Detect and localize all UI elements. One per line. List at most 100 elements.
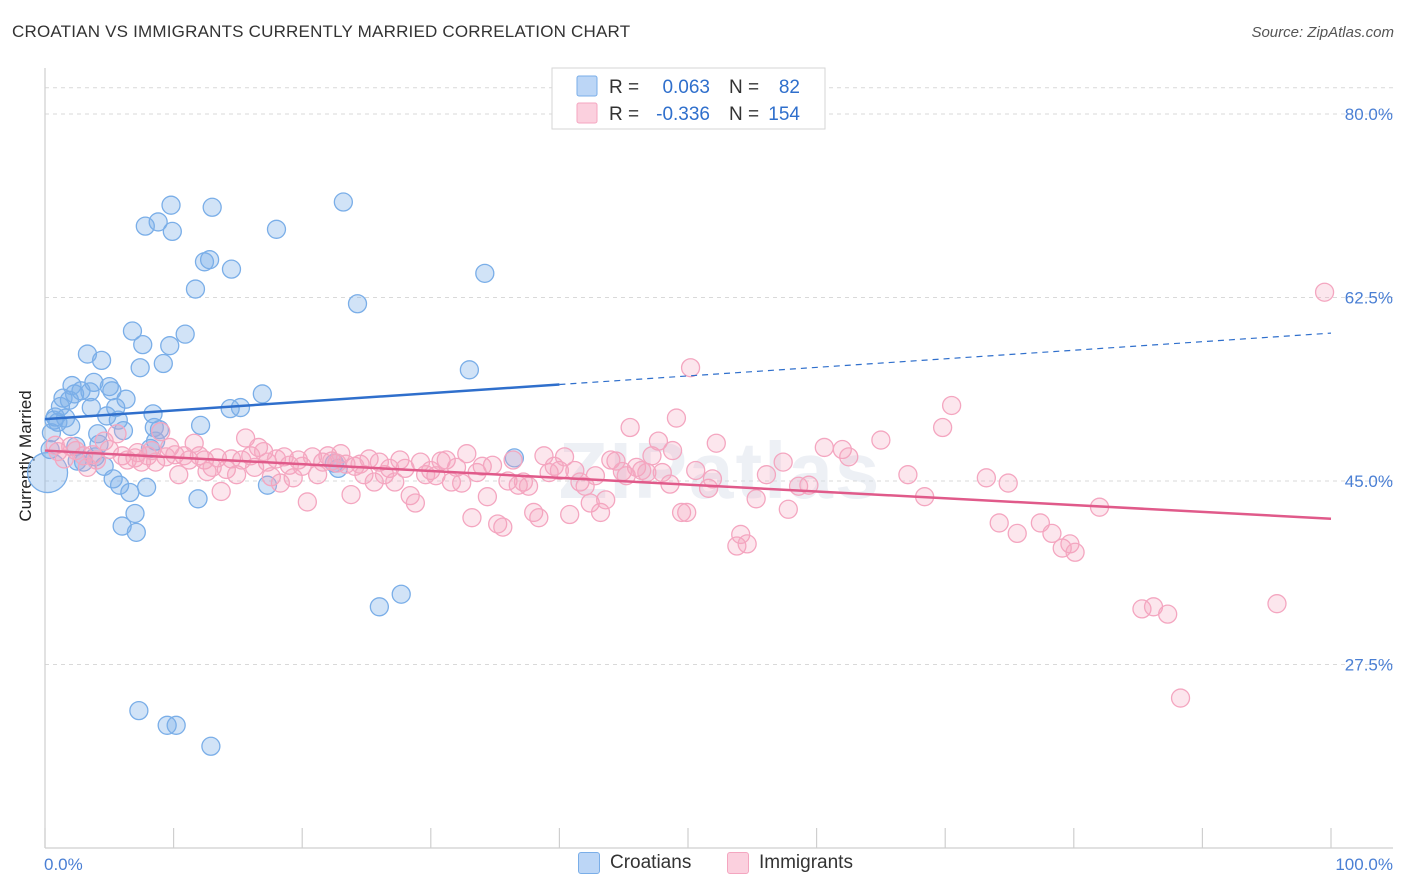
croatians-point [26, 451, 69, 494]
immigrants-point [488, 514, 508, 534]
croatians-point [459, 360, 480, 380]
x-tick-label-start: 0.0% [44, 855, 83, 874]
immigrants-point [702, 469, 723, 489]
croatians-point [129, 700, 149, 721]
croatians-point [190, 415, 211, 436]
immigrants-point [472, 456, 492, 476]
immigrants-point [503, 450, 523, 470]
croatians-point [369, 597, 390, 617]
immigrants-point [369, 452, 390, 472]
top-legend: R = 0.063 N = 82 R = -0.336 N = 154 [551, 67, 826, 130]
immigrants-point [666, 408, 687, 428]
croatians-point [220, 398, 240, 419]
immigrants-point [814, 437, 834, 458]
croatians-n-value: 82 [779, 77, 800, 98]
croatians-legend-swatch [576, 75, 598, 97]
immigrants-n-value: 154 [768, 104, 800, 125]
croatians-point [88, 424, 108, 444]
croatians-point [148, 212, 168, 232]
croatians-point [266, 219, 287, 239]
croatians-trend-extension [559, 332, 1332, 386]
croatians-trend-line [44, 383, 560, 421]
immigrants-point [524, 502, 544, 523]
immigrants-point [756, 465, 777, 485]
croatians-point [188, 489, 208, 509]
immigrants-r-label: R = [609, 104, 639, 125]
immigrants-point [211, 481, 231, 502]
croatians-point [201, 736, 221, 756]
croatians-point [161, 195, 181, 215]
immigrants-point [226, 465, 247, 485]
immigrants-point [976, 468, 997, 488]
immigrants-point [169, 465, 189, 485]
immigrants-point [989, 513, 1009, 533]
y-tick-label-0: 27.5% [1345, 655, 1393, 674]
croatians-point [61, 416, 81, 437]
immigrants-point [405, 493, 426, 513]
immigrants-point [462, 508, 482, 528]
immigrants-point [493, 517, 513, 537]
croatians-point [125, 503, 145, 524]
immigrants-point [529, 508, 549, 528]
immigrants-point [698, 478, 719, 498]
immigrants-point [620, 417, 640, 438]
immigrants-point [671, 502, 692, 523]
immigrants-swatch [727, 852, 749, 874]
immigrants-point [151, 422, 171, 442]
source-label: Source: ZipAtlas.com [1251, 24, 1394, 41]
immigrants-point [235, 428, 256, 448]
croatians-point [347, 294, 368, 314]
croatians-point [133, 334, 153, 355]
croatians-r-value: 0.063 [662, 77, 710, 98]
immigrants-point [998, 473, 1018, 493]
croatians-point [252, 384, 272, 404]
croatians-point [41, 423, 62, 443]
immigrants-trend-line [44, 449, 1332, 520]
croatians-point [136, 477, 157, 497]
croatians-point [122, 321, 143, 341]
immigrants-n-label: N = [729, 104, 759, 125]
immigrants-point [746, 489, 766, 509]
immigrants-point [662, 440, 683, 461]
immigrants-point [107, 424, 127, 444]
croatians-r-label: R = [609, 77, 639, 98]
immigrants-point [482, 455, 503, 475]
immigrants-point [706, 433, 726, 453]
immigrants-r-value: -0.336 [656, 104, 710, 125]
croatians-point [153, 353, 173, 374]
croatians-point [221, 259, 242, 279]
immigrants-point [1042, 523, 1062, 544]
immigrants-point [778, 499, 798, 519]
axes [44, 68, 1393, 849]
immigrants-point [364, 472, 384, 492]
immigrants-point [436, 450, 456, 470]
immigrants-point [297, 492, 317, 512]
legend-item-immigrants: Immigrants [727, 852, 853, 874]
immigrants-point [1132, 599, 1152, 619]
croatians-point [91, 350, 112, 371]
immigrants-point [1007, 523, 1027, 544]
immigrants-legend-swatch [576, 102, 598, 124]
x-tick-label-end: 100.0% [1335, 855, 1393, 874]
y-tick-label-3: 80.0% [1345, 105, 1393, 124]
immigrants-point [652, 462, 672, 483]
immigrants-point [585, 466, 606, 486]
immigrants-point [680, 358, 701, 378]
croatians-legend-label: Croatians [610, 852, 692, 873]
immigrants-point [457, 444, 477, 464]
immigrants-point [773, 452, 793, 472]
immigrants-point [331, 444, 351, 464]
immigrants-point [452, 473, 472, 493]
immigrants-point [1267, 594, 1287, 614]
immigrants-point [737, 534, 757, 554]
immigrants-point [1170, 688, 1191, 708]
croatians-point [130, 358, 150, 378]
trend-lines [44, 332, 1332, 520]
y-tick-label-1: 45.0% [1345, 472, 1393, 491]
immigrants-point [184, 433, 204, 453]
immigrants-point [941, 395, 962, 416]
immigrants-point [932, 417, 953, 438]
croatians-point [185, 279, 206, 299]
immigrants-point [677, 502, 697, 523]
